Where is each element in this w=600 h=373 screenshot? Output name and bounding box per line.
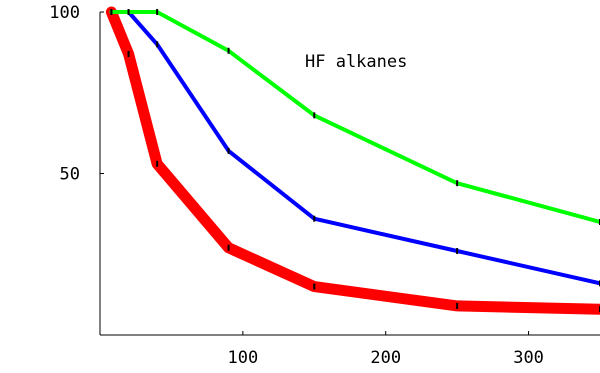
x-tick-label-100: 100 — [227, 348, 258, 368]
series-layer — [105, 6, 600, 315]
chart-title: HF alkanes — [305, 52, 407, 72]
x-tick-label-300: 300 — [513, 348, 544, 368]
y-tick-label-50: 50 — [60, 165, 80, 185]
ticks-layer: 100 200 300 50 100 — [49, 3, 544, 368]
y-tick-label-100: 100 — [49, 3, 80, 23]
x-tick-label-200: 200 — [370, 348, 401, 368]
